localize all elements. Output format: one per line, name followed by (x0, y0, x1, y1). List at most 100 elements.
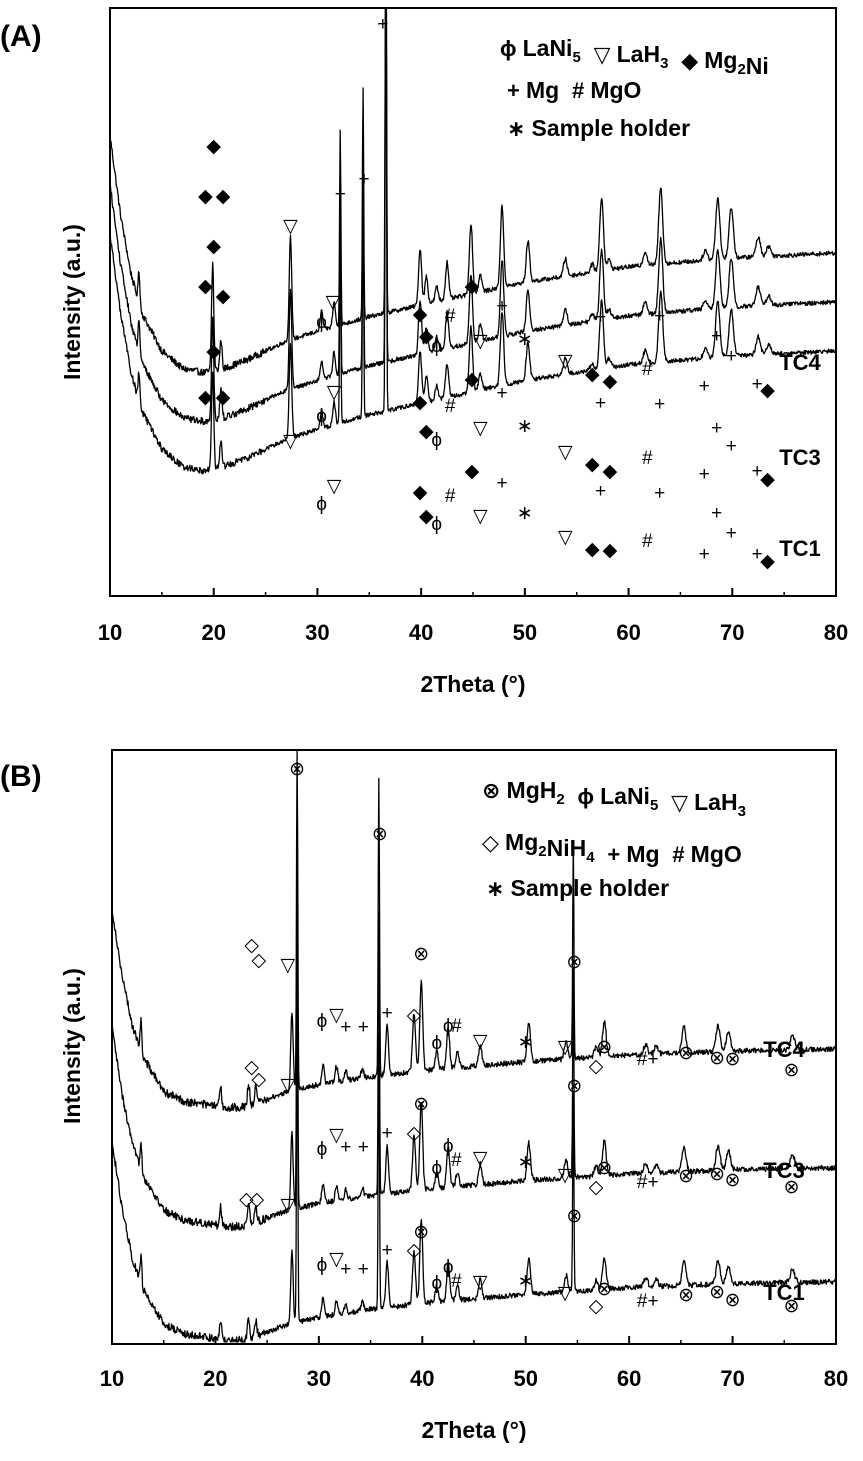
peak-marker: + (359, 169, 370, 190)
peak-marker: ◆ (198, 387, 213, 408)
peak-marker: ⊗ (784, 1060, 800, 1081)
peak-marker: + (340, 1137, 351, 1158)
peak-marker: ▽ (283, 216, 298, 237)
peak-marker: + (382, 1003, 393, 1024)
peak-marker: ◆ (760, 469, 775, 490)
peak-marker: ▽ (283, 431, 298, 452)
x-tick-label: 30 (307, 1366, 331, 1391)
legend-row: ∗ Sample holder (486, 875, 669, 901)
peak-marker: ⊗ (413, 944, 429, 965)
peak-marker: ◆ (413, 482, 428, 503)
peak-marker: ϕ (431, 514, 442, 535)
peak-marker: ◆ (216, 186, 231, 207)
peak-marker: ⊗ (566, 1206, 582, 1227)
peak-marker: + (496, 473, 507, 494)
sample-label-tc1: TC1 (779, 536, 821, 561)
panel-a-x-ticks: 10 20 30 40 50 60 70 80 (98, 588, 848, 645)
peak-marker: ▽ (281, 1075, 296, 1096)
legend-row: ⊗ MgH2 ϕ LaNi5 ▽ LaH3 (482, 777, 746, 820)
peak-marker: ∗ (517, 329, 533, 350)
peak-marker: # (642, 531, 653, 552)
peak-marker: ⊗ (372, 824, 388, 845)
trace-tc3 (109, 7, 837, 426)
peak-marker: ⊗ (566, 952, 582, 973)
sample-label-tc3: TC3 (763, 1158, 805, 1183)
peak-marker: ϕ (443, 1136, 454, 1157)
peak-marker: # (445, 306, 456, 327)
peak-marker: ▽ (558, 1037, 573, 1058)
peak-marker: ◇ (589, 1177, 604, 1198)
x-tick-label: 20 (203, 1366, 227, 1391)
peak-marker: ◆ (419, 421, 434, 442)
peak-marker: + (654, 483, 665, 504)
peak-marker: ◇ (239, 1189, 254, 1210)
peak-marker: ◇ (589, 1296, 604, 1317)
peak-marker: # (451, 1016, 462, 1037)
legend-symbol: + (507, 78, 526, 103)
peak-marker: + (340, 1259, 351, 1280)
sample-label-tc4: TC4 (763, 1037, 805, 1062)
peak-marker: ◆ (760, 551, 775, 572)
x-tick-label: 10 (100, 1366, 124, 1391)
legend-row: ∗ Sample holder (507, 115, 690, 141)
x-tick-label: 70 (720, 1366, 744, 1391)
peak-marker: ϕ (431, 1273, 442, 1294)
peak-marker: + (711, 418, 722, 439)
legend-symbol: # (672, 842, 690, 867)
peak-marker: ◇ (407, 1123, 422, 1144)
peak-marker: + (726, 346, 737, 367)
peak-marker: ◇ (244, 935, 259, 956)
peak-marker: ϕ (317, 1011, 328, 1032)
peak-marker: # (451, 1150, 462, 1171)
x-tick-label: 40 (409, 620, 433, 645)
peak-marker: ◆ (603, 461, 618, 482)
peak-marker: ϕ (317, 1139, 328, 1160)
peak-marker: ⊗ (725, 1170, 741, 1191)
peak-marker: #+ (637, 1291, 659, 1312)
peak-marker: ⊗ (709, 1282, 725, 1303)
panel-b-traces (111, 749, 837, 1343)
panel-a-legend: ϕ LaNi5 ▽ LaH3 ◆ Mg2Ni+ Mg # MgO ∗ Sample… (500, 35, 769, 141)
peak-marker: ▽ (473, 418, 488, 439)
peak-marker: ⊗ (678, 1043, 694, 1064)
peak-marker: ◆ (206, 236, 221, 257)
peak-marker: + (654, 394, 665, 415)
peak-marker: ▽ (558, 351, 573, 372)
panel-b-x-ticks: 10 20 30 40 50 60 70 80 (100, 1336, 848, 1391)
peak-marker: ◆ (603, 540, 618, 561)
panel-a-traces (109, 7, 837, 475)
peak-marker: ⊗ (289, 759, 305, 780)
peak-marker: ϕ (443, 1257, 454, 1278)
peak-marker: + (726, 523, 737, 544)
peak-marker: + (699, 544, 710, 565)
peak-marker: ▽ (329, 1125, 344, 1146)
peak-marker: + (377, 14, 388, 35)
peak-marker: # (445, 396, 456, 417)
peak-marker: ∗ (518, 1271, 534, 1292)
peak-marker: ∗ (518, 1032, 534, 1053)
peak-marker: + (335, 184, 346, 205)
peak-marker: ◆ (419, 326, 434, 347)
peak-marker: ⊗ (725, 1049, 741, 1070)
peak-marker: ▽ (473, 1148, 488, 1169)
panel-a-y-axis-label: Intensity (a.u.) (59, 224, 85, 380)
legend-symbol: # (572, 78, 590, 103)
peak-marker: ▽ (281, 1195, 296, 1216)
peak-marker: ⊗ (596, 1279, 612, 1300)
peak-marker: + (752, 461, 763, 482)
peak-marker: ⊗ (413, 1222, 429, 1243)
peak-marker: ▽ (473, 506, 488, 527)
peak-marker: # (642, 359, 653, 380)
peak-marker: ▽ (558, 442, 573, 463)
x-tick-label: 40 (410, 1366, 434, 1391)
peak-marker: + (358, 1259, 369, 1280)
peak-marker: ∗ (517, 503, 533, 524)
peak-marker: ϕ (431, 336, 442, 357)
peak-marker: ◇ (249, 1189, 264, 1210)
peak-marker: ◆ (198, 276, 213, 297)
peak-marker: ϕ (431, 1033, 442, 1054)
peak-marker: + (711, 326, 722, 347)
peak-marker: + (340, 1017, 351, 1038)
peak-marker: ◆ (465, 276, 480, 297)
peak-marker: + (752, 544, 763, 565)
